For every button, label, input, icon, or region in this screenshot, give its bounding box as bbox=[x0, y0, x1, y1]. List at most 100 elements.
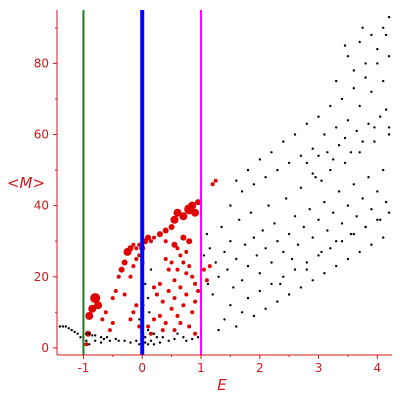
point-s1-27 bbox=[158, 341, 162, 344]
point-s1-93 bbox=[320, 250, 323, 254]
point-s1-56 bbox=[211, 293, 214, 296]
point-s1-18 bbox=[117, 339, 120, 342]
point-s1-138 bbox=[317, 115, 320, 118]
point-s1-171 bbox=[370, 243, 373, 246]
point-s0-52 bbox=[169, 260, 174, 265]
vertical-lines bbox=[82, 10, 202, 355]
point-s1-99 bbox=[337, 190, 341, 193]
point-s1-168 bbox=[352, 232, 355, 236]
point-s0-11 bbox=[113, 289, 118, 293]
point-s1-201 bbox=[384, 108, 388, 111]
point-s0-4 bbox=[90, 293, 101, 304]
point-s0-41 bbox=[188, 201, 197, 210]
point-s0-42 bbox=[191, 208, 200, 217]
point-s1-34 bbox=[167, 339, 170, 342]
point-s1-202 bbox=[387, 126, 391, 129]
point-s0-6 bbox=[100, 317, 105, 322]
point-s0-37 bbox=[170, 215, 179, 224]
point-s1-154 bbox=[270, 282, 273, 286]
point-s1-136 bbox=[293, 133, 297, 136]
point-s1-122 bbox=[287, 161, 291, 165]
point-s1-52 bbox=[202, 254, 206, 257]
point-s1-66 bbox=[240, 279, 244, 282]
point-s1-60 bbox=[223, 250, 226, 254]
point-s1-124 bbox=[311, 147, 314, 150]
y-tick-label-3: 60 bbox=[34, 127, 49, 141]
point-s1-17 bbox=[114, 337, 118, 341]
point-s1-137 bbox=[305, 122, 308, 126]
point-s1-118 bbox=[240, 190, 244, 193]
point-s1-62 bbox=[229, 240, 232, 243]
point-s0-45 bbox=[171, 241, 178, 248]
point-s1-57 bbox=[214, 261, 217, 264]
point-s1-88 bbox=[305, 268, 308, 271]
point-s0-9 bbox=[110, 321, 115, 325]
point-s0-68 bbox=[175, 313, 180, 318]
point-s1-83 bbox=[290, 257, 294, 261]
point-s1-167 bbox=[346, 257, 350, 261]
point-s1-176 bbox=[346, 55, 350, 58]
point-s1-151 bbox=[252, 314, 256, 318]
point-s0-58 bbox=[187, 264, 192, 269]
point-s1-69 bbox=[249, 211, 253, 214]
point-s1-77 bbox=[273, 222, 276, 225]
point-s1-145 bbox=[217, 328, 220, 332]
point-s1-150 bbox=[246, 296, 250, 300]
point-s0-56 bbox=[181, 260, 186, 265]
y-tick-label-4: 80 bbox=[34, 56, 49, 70]
point-s0-23 bbox=[134, 257, 139, 261]
point-s1-185 bbox=[361, 26, 364, 29]
point-s1-73 bbox=[261, 229, 264, 232]
point-s1-127 bbox=[346, 119, 350, 122]
point-s1-173 bbox=[382, 236, 385, 239]
point-s1-43 bbox=[94, 339, 97, 342]
point-s1-71 bbox=[255, 254, 258, 257]
point-s1-147 bbox=[229, 304, 232, 307]
point-s1-166 bbox=[340, 240, 344, 243]
point-s1-198 bbox=[367, 122, 370, 126]
point-s1-106 bbox=[358, 151, 361, 154]
point-s1-140 bbox=[340, 97, 344, 101]
point-s1-55 bbox=[208, 247, 211, 250]
point-s1-129 bbox=[370, 90, 373, 94]
point-s1-92 bbox=[317, 218, 320, 221]
point-s1-192 bbox=[332, 158, 335, 161]
point-s1-164 bbox=[329, 247, 332, 250]
point-s1-187 bbox=[305, 161, 308, 165]
point-s1-175 bbox=[335, 79, 338, 83]
point-s1-172 bbox=[376, 218, 379, 221]
point-s1-191 bbox=[326, 151, 329, 154]
point-s1-81 bbox=[285, 197, 288, 200]
point-s1-78 bbox=[276, 240, 279, 243]
x-tick-label-1: 0 bbox=[138, 361, 146, 375]
point-s1-53 bbox=[205, 232, 209, 236]
point-s1-49 bbox=[149, 268, 153, 271]
point-s0-35 bbox=[162, 227, 169, 234]
point-s1-123 bbox=[299, 154, 303, 157]
point-s1-134 bbox=[270, 151, 273, 154]
point-s1-1 bbox=[61, 325, 65, 328]
point-s1-42 bbox=[88, 343, 91, 346]
point-s1-44 bbox=[99, 341, 103, 344]
point-s1-130 bbox=[382, 79, 385, 83]
point-s0-7 bbox=[103, 310, 108, 315]
point-s1-10 bbox=[88, 332, 91, 335]
point-s1-97 bbox=[332, 211, 335, 214]
point-s0-53 bbox=[172, 278, 177, 283]
point-s1-196 bbox=[355, 129, 358, 133]
point-s1-169 bbox=[358, 250, 361, 254]
point-s0-85 bbox=[201, 267, 206, 272]
point-s1-139 bbox=[329, 104, 332, 108]
point-s1-30 bbox=[149, 339, 153, 342]
point-s1-160 bbox=[305, 261, 308, 264]
point-s1-199 bbox=[373, 126, 376, 129]
point-s1-195 bbox=[349, 151, 353, 154]
point-s1-32 bbox=[155, 336, 159, 339]
point-s0-74 bbox=[196, 289, 201, 293]
point-s1-135 bbox=[282, 140, 285, 143]
point-s0-33 bbox=[152, 235, 156, 240]
point-s1-12 bbox=[94, 334, 97, 337]
point-s1-109 bbox=[367, 176, 370, 179]
point-s1-116 bbox=[387, 133, 391, 136]
